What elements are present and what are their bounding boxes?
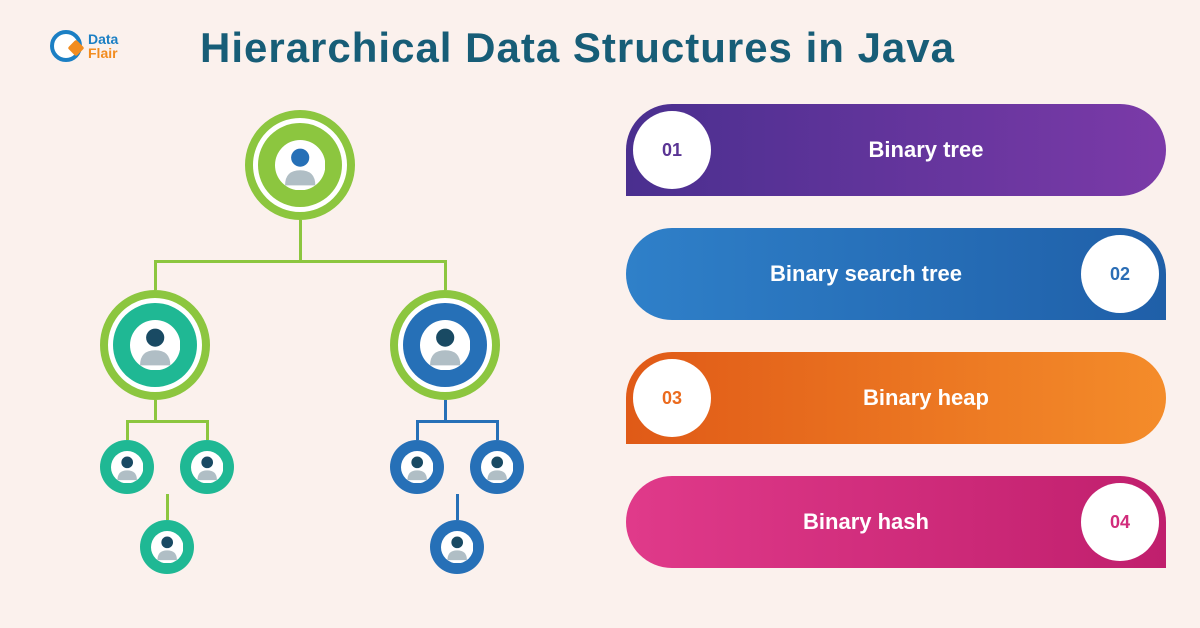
person-icon: [420, 320, 470, 370]
tree-leaf-right-1: [470, 440, 524, 494]
connector: [444, 400, 447, 420]
list-item-label: Binary search tree: [770, 261, 962, 287]
connector: [416, 420, 419, 440]
item-list: Binary tree 01 Binary search tree 02 Bin…: [626, 104, 1166, 568]
list-item-3: Binary heap 03: [626, 352, 1166, 444]
tree-leaf-left-2: [140, 520, 194, 574]
connector: [416, 420, 498, 423]
tree-leaf-right-0: [390, 440, 444, 494]
list-item-2: Binary search tree 02: [626, 228, 1166, 320]
person-icon: [111, 451, 143, 483]
tree-leaf-left-1: [180, 440, 234, 494]
logo: Data Flair: [50, 30, 118, 62]
connector: [299, 220, 302, 260]
list-item-4: Binary hash 04: [626, 476, 1166, 568]
person-icon: [481, 451, 513, 483]
tree-diagram: [40, 100, 560, 620]
person-icon: [441, 531, 473, 563]
person-icon: [401, 451, 433, 483]
tree-root-node: [245, 110, 355, 220]
connector: [154, 260, 157, 290]
logo-line1: Data: [88, 32, 118, 46]
person-icon: [275, 140, 325, 190]
connector: [166, 494, 169, 520]
list-item-label: Binary tree: [869, 137, 984, 163]
connector: [126, 420, 208, 423]
person-icon: [151, 531, 183, 563]
logo-text: Data Flair: [88, 32, 118, 60]
connector: [154, 260, 446, 263]
person-icon: [130, 320, 180, 370]
list-item-number: 01: [633, 111, 711, 189]
tree-leaf-left-0: [100, 440, 154, 494]
person-icon: [191, 451, 223, 483]
list-item-number: 04: [1081, 483, 1159, 561]
tree-leaf-right-2: [430, 520, 484, 574]
connector: [456, 494, 459, 520]
list-item-label: Binary hash: [803, 509, 929, 535]
connector: [206, 420, 209, 440]
tree-child-right: [390, 290, 500, 400]
list-item-number: 03: [633, 359, 711, 437]
connector: [126, 420, 129, 440]
connector: [496, 420, 499, 440]
logo-icon: [50, 30, 82, 62]
connector: [154, 400, 157, 420]
list-item-1: Binary tree 01: [626, 104, 1166, 196]
list-item-number: 02: [1081, 235, 1159, 313]
tree-child-left: [100, 290, 210, 400]
logo-line2: Flair: [88, 46, 118, 60]
page-title: Hierarchical Data Structures in Java: [200, 24, 955, 72]
connector: [444, 260, 447, 290]
list-item-label: Binary heap: [863, 385, 989, 411]
